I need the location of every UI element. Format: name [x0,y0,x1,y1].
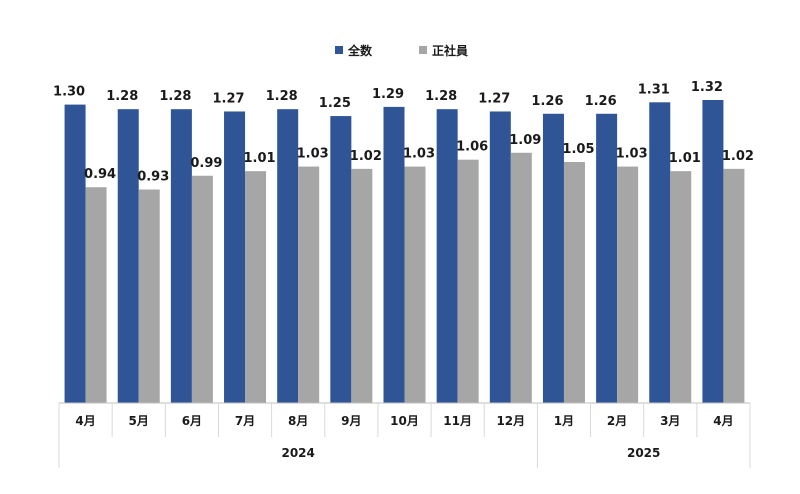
bar-series-2-9 [510,152,532,403]
legend-swatch-1 [335,46,343,54]
legend-swatch-2 [419,46,427,54]
x-tick-label-5: 8月 [288,414,308,428]
bar-series-1-2 [117,109,139,403]
bar-series-1-7 [383,106,405,404]
bar-series-2-3 [191,175,213,403]
bar-series-1-11 [596,113,618,403]
bar-series-2-6 [351,168,373,403]
bar-series-1-1 [64,104,86,403]
x-tick-label-12: 3月 [660,414,680,428]
bar-series-1-8 [436,109,458,403]
data-label-series-2-13: 1.02 [722,149,754,164]
data-label-series-1-5: 1.28 [266,89,298,104]
legend-label-1: 全数 [347,43,373,58]
data-label-series-1-7: 1.29 [372,87,404,102]
data-label-series-2-3: 0.99 [190,156,222,171]
data-label-series-1-4: 1.27 [212,91,244,106]
data-label-series-1-2: 1.28 [106,89,138,104]
x-tick-label-4: 7月 [235,414,255,428]
bar-series-2-2 [138,189,160,403]
data-label-series-1-9: 1.27 [478,91,510,106]
data-label-series-2-1: 0.94 [84,167,116,182]
bar-series-1-13 [702,100,724,403]
bar-series-1-5 [277,109,299,403]
bar-series-2-11 [617,166,639,403]
bar-series-1-6 [330,116,352,404]
bar-series-2-5 [298,166,320,403]
data-label-series-1-3: 1.28 [159,89,191,104]
data-label-series-2-2: 0.93 [137,170,169,185]
bar-series-2-4 [245,171,267,403]
legend-label-2: 正社員 [432,43,468,58]
data-label-series-2-5: 1.03 [297,147,329,162]
x-tick-label-7: 10月 [390,414,419,428]
bar-series-2-8 [457,159,479,403]
bar-series-1-12 [649,102,671,403]
data-label-series-2-8: 1.06 [456,140,488,155]
bar-series-2-13 [723,168,745,403]
x-tick-label-2: 5月 [129,414,149,428]
x-tick-label-10: 1月 [554,414,574,428]
x-tick-label-13: 4月 [713,414,733,428]
x-tick-label-9: 12月 [496,414,525,428]
data-label-series-1-11: 1.26 [585,94,617,109]
data-label-series-1-12: 1.31 [638,82,670,97]
data-label-series-1-10: 1.26 [531,94,563,109]
data-label-series-2-4: 1.01 [243,151,275,166]
bar-series-1-4 [224,111,246,404]
x-tick-label-3: 6月 [182,414,202,428]
bar-series-2-1 [85,187,107,403]
data-label-series-2-11: 1.03 [616,147,648,162]
x-group-label-2025: 2025 [627,446,660,460]
data-label-series-2-12: 1.01 [669,151,701,166]
data-label-series-1-13: 1.32 [691,80,723,95]
bar-series-1-10 [542,113,564,403]
bar-series-1-3 [170,109,192,403]
x-axis: 4月 5月 6月 7月 8月 9月 10月 11月 12月 1月 2月 3月 4月 2024 2025 [58,402,751,468]
data-label-series-2-7: 1.03 [403,147,435,162]
data-label-series-1-6: 1.25 [319,96,351,111]
legend: 全数 正社員 [335,43,468,58]
x-tick-label-6: 9月 [341,414,361,428]
data-label-series-1-1: 1.30 [53,85,85,100]
data-label-series-2-6: 1.02 [350,149,382,164]
plot-area: 1.30 0.94 1.28 0.93 1.28 0.99 1.27 1.01 1.28 1.03… [53,80,754,404]
x-tick-label-8: 11月 [443,414,472,428]
bar-series-2-10 [563,161,585,403]
bar-series-2-7 [404,166,426,403]
x-tick-label-1: 4月 [75,414,95,428]
data-label-series-2-9: 1.09 [509,133,541,148]
x-group-label-2024: 2024 [281,446,314,460]
x-tick-label-11: 2月 [607,414,627,428]
bar-series-2-12 [670,171,692,403]
data-label-series-1-8: 1.28 [425,89,457,104]
bar-series-1-9 [489,111,511,404]
data-label-series-2-10: 1.05 [562,142,594,157]
